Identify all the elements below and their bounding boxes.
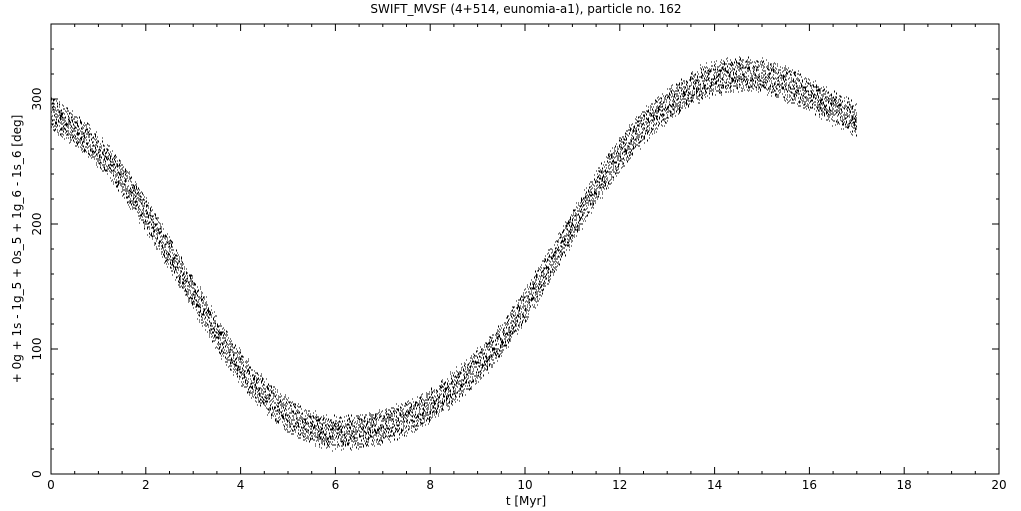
x-tick-label: 6 <box>332 478 340 492</box>
x-tick-label: 14 <box>707 478 722 492</box>
plot-frame <box>50 23 1000 475</box>
x-tick-label: 4 <box>237 478 245 492</box>
y-axis: 0 100 200 300 <box>30 23 999 478</box>
x-axis-label: t [Myr] <box>506 494 546 508</box>
x-tick-label: 18 <box>897 478 912 492</box>
x-axis: 0 2 4 6 8 10 12 14 16 18 20 <box>47 24 1007 492</box>
x-tick-label: 10 <box>517 478 532 492</box>
y-tick-label: 300 <box>30 88 44 111</box>
y-tick-label: 0 <box>30 470 44 478</box>
scatter-points <box>51 56 857 452</box>
x-tick-label: 2 <box>142 478 150 492</box>
x-tick-label: 16 <box>802 478 817 492</box>
x-tick-label: 20 <box>991 478 1006 492</box>
x-tick-label: 8 <box>426 478 434 492</box>
x-tick-label: 12 <box>612 478 627 492</box>
y-tick-label: 100 <box>30 338 44 361</box>
x-tick-label: 0 <box>47 478 55 492</box>
data-points <box>51 56 857 452</box>
y-tick-label: 200 <box>30 213 44 236</box>
chart-title: SWIFT_MVSF (4+514, eunomia-a1), particle… <box>370 2 681 16</box>
y-axis-label: + 0g + 1s - 1g_5 + 0s_5 + 1g_6 - 1s_6 [d… <box>10 115 24 384</box>
